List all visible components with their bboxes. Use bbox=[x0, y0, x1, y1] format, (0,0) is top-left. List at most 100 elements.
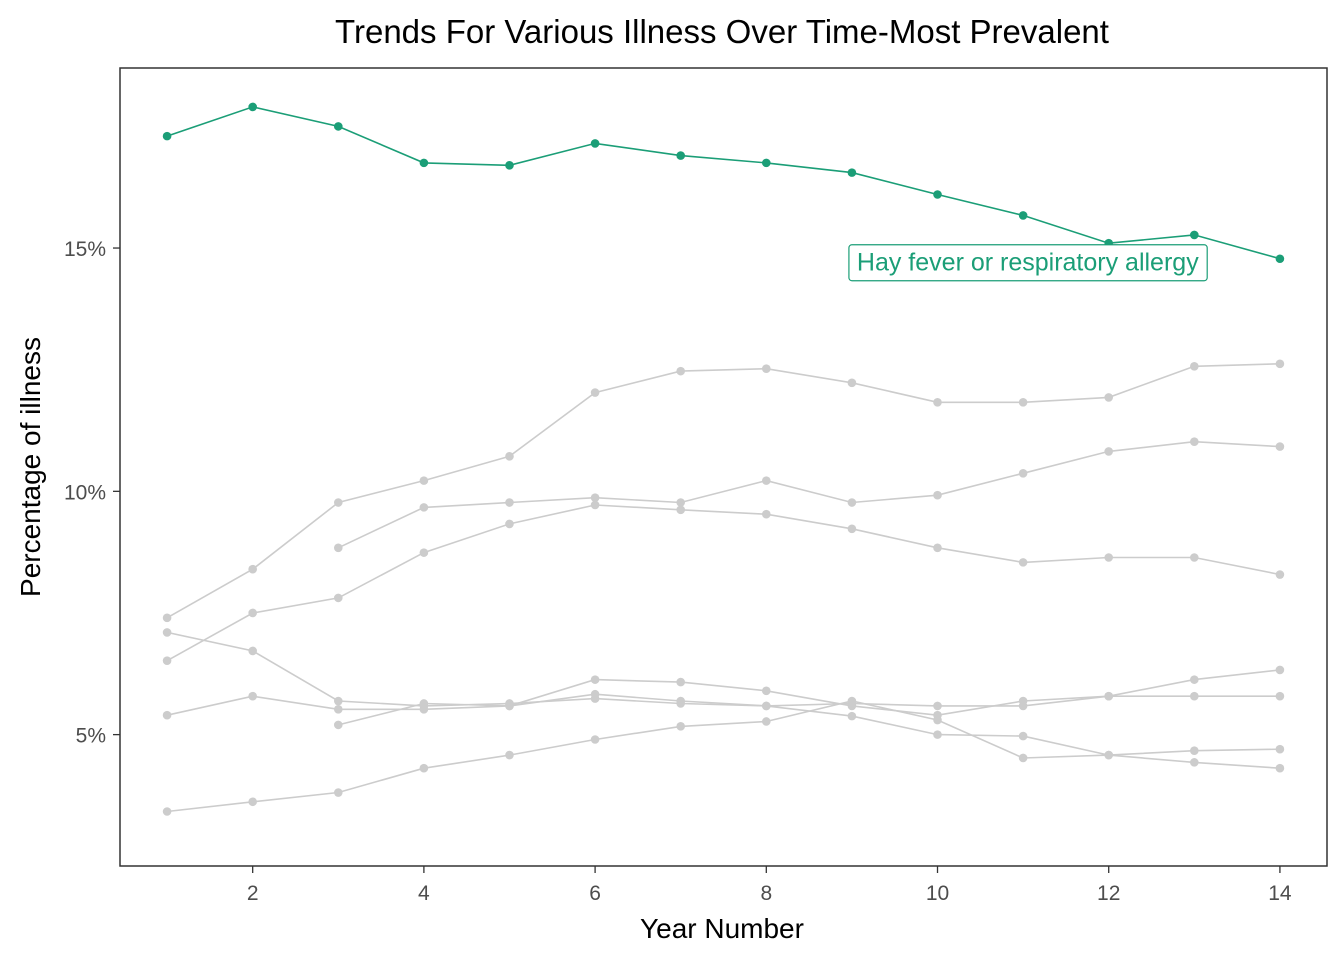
data-point bbox=[248, 102, 257, 112]
data-point bbox=[847, 498, 857, 507]
series-line bbox=[166, 631, 1280, 707]
data-point bbox=[590, 139, 600, 148]
data-point bbox=[419, 503, 429, 512]
data-point bbox=[590, 388, 600, 397]
y-axis: 5% 10% 15% bbox=[64, 238, 120, 748]
data-point bbox=[676, 696, 685, 706]
data-point bbox=[419, 158, 429, 168]
data-point bbox=[1190, 437, 1199, 446]
data-point bbox=[933, 715, 942, 725]
data-point bbox=[333, 720, 343, 730]
data-point bbox=[333, 593, 343, 603]
data-point bbox=[1018, 753, 1028, 763]
data-point bbox=[676, 722, 685, 731]
data-point bbox=[1190, 746, 1199, 755]
data-point bbox=[933, 543, 942, 553]
data-point bbox=[248, 646, 257, 656]
x-tick-label: 2 bbox=[247, 882, 259, 905]
data-point bbox=[676, 498, 685, 507]
x-axis: 2 4 6 8 10 12 14 bbox=[247, 866, 1292, 905]
data-point bbox=[762, 509, 771, 519]
data-point bbox=[590, 735, 600, 744]
data-point bbox=[676, 366, 685, 376]
series-line bbox=[166, 504, 1281, 662]
plot-panel bbox=[119, 67, 1328, 867]
data-point bbox=[333, 788, 343, 797]
data-point bbox=[676, 677, 685, 687]
data-point bbox=[590, 500, 600, 510]
series-label: Hay fever or respiratory allergy bbox=[857, 249, 1199, 277]
x-tick-label: 10 bbox=[926, 882, 949, 905]
data-point bbox=[676, 505, 685, 515]
data-point bbox=[162, 656, 172, 665]
data-point bbox=[333, 498, 343, 507]
data-point bbox=[162, 613, 172, 623]
data-point bbox=[505, 161, 514, 170]
data-point bbox=[933, 730, 942, 739]
data-point bbox=[1104, 447, 1114, 456]
data-point bbox=[419, 763, 429, 773]
data-point bbox=[1190, 230, 1199, 240]
data-point bbox=[847, 711, 857, 721]
data-point bbox=[1018, 469, 1028, 478]
data-point bbox=[1018, 731, 1028, 741]
data-point bbox=[933, 701, 942, 711]
series-3 bbox=[333, 437, 1285, 553]
series-line bbox=[337, 440, 1280, 549]
series-2 bbox=[162, 359, 1285, 623]
series-line bbox=[338, 669, 1280, 726]
data-point bbox=[847, 378, 857, 388]
data-point bbox=[762, 476, 771, 485]
series-layer bbox=[162, 102, 1285, 816]
data-point bbox=[1275, 691, 1285, 701]
series-line bbox=[166, 363, 1280, 619]
data-point bbox=[333, 696, 343, 706]
data-point bbox=[419, 476, 429, 485]
data-point bbox=[1275, 665, 1285, 675]
data-point bbox=[1190, 691, 1199, 701]
data-point bbox=[1275, 359, 1285, 369]
chart-title: Trends For Various Illness Over Time-Mos… bbox=[335, 13, 1109, 50]
y-axis-title: Percentage of illness bbox=[15, 337, 46, 597]
data-point bbox=[762, 158, 771, 168]
data-point bbox=[762, 717, 771, 726]
data-point bbox=[505, 701, 514, 711]
data-point bbox=[1275, 744, 1285, 754]
series-line bbox=[166, 693, 1280, 769]
data-point bbox=[162, 710, 172, 720]
data-point bbox=[847, 696, 857, 706]
data-point bbox=[248, 564, 257, 574]
data-point bbox=[505, 498, 514, 507]
data-point bbox=[1018, 696, 1028, 706]
data-point bbox=[333, 122, 343, 131]
series-8 bbox=[162, 696, 1285, 816]
data-point bbox=[1190, 758, 1199, 767]
data-point bbox=[505, 750, 514, 760]
annotation-layer: Hay fever or respiratory allergy bbox=[848, 244, 1208, 282]
data-point bbox=[847, 524, 857, 534]
data-point bbox=[505, 519, 514, 529]
data-point bbox=[933, 397, 942, 407]
x-tick-label: 4 bbox=[418, 882, 430, 905]
data-point bbox=[505, 451, 514, 461]
data-point bbox=[1104, 553, 1114, 562]
data-point bbox=[162, 628, 172, 637]
data-point bbox=[1104, 393, 1114, 402]
data-point bbox=[1104, 691, 1114, 701]
series-label-box bbox=[848, 244, 1208, 282]
data-point bbox=[847, 168, 857, 177]
data-point bbox=[248, 608, 257, 618]
data-point bbox=[1190, 361, 1199, 371]
x-tick-label: 8 bbox=[760, 882, 772, 905]
data-point bbox=[676, 151, 685, 160]
data-point bbox=[762, 686, 771, 696]
data-point bbox=[762, 701, 771, 711]
data-point bbox=[333, 543, 343, 553]
data-point bbox=[590, 493, 600, 502]
x-tick-label: 12 bbox=[1097, 882, 1120, 905]
series-highlighted bbox=[162, 102, 1285, 264]
x-tick-label: 6 bbox=[589, 882, 601, 905]
data-point bbox=[1275, 570, 1285, 579]
data-point bbox=[1104, 750, 1114, 760]
